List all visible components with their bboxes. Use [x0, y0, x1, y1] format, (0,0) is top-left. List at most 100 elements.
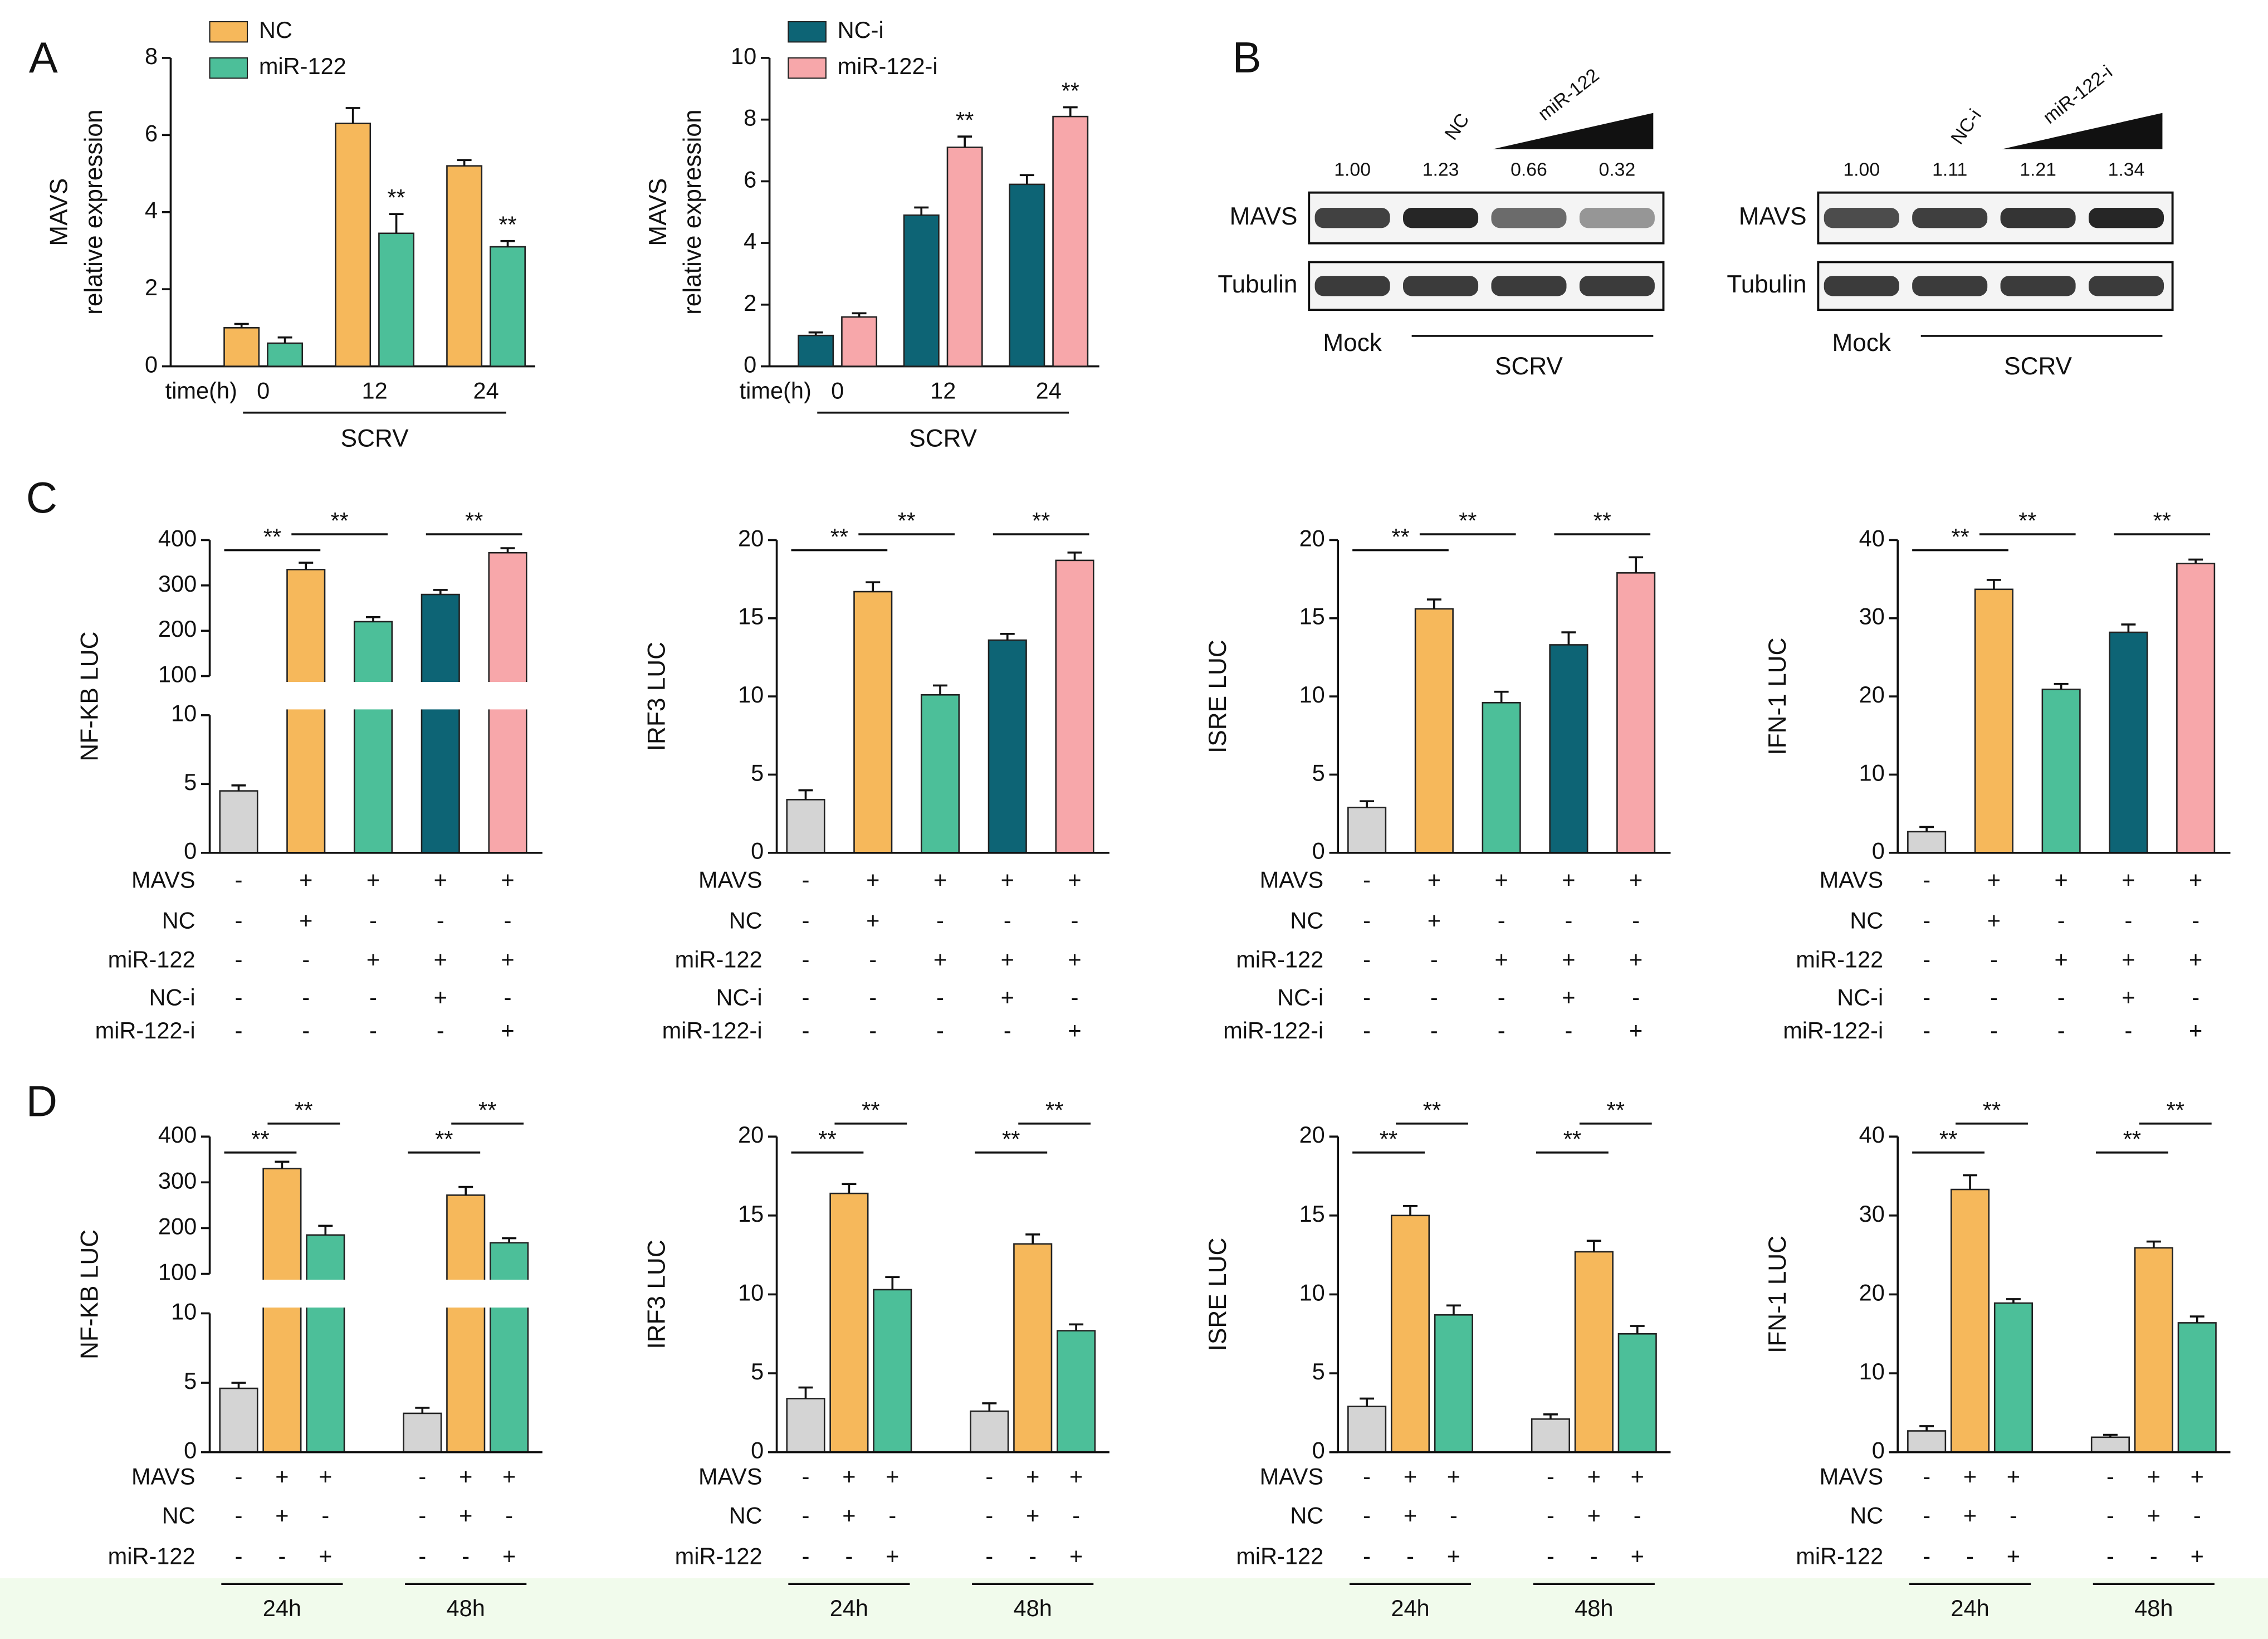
y-tick-label: 20 [1299, 1121, 1325, 1148]
quantification: 1.23 [1423, 159, 1459, 181]
bar [378, 232, 415, 367]
condition-sign: + [366, 947, 380, 973]
condition-sign: - [1990, 1017, 1998, 1043]
significance: ** [818, 1126, 836, 1152]
condition-sign: - [321, 1503, 329, 1529]
bar [2134, 1247, 2173, 1453]
condition-sign: + [2122, 867, 2135, 893]
condition-sign: + [299, 867, 312, 893]
y-axis-label: IRF3 LUC [643, 1240, 670, 1349]
group-label: SCRV [341, 425, 409, 452]
significance: ** [330, 508, 348, 534]
group-label: 48h [1014, 1595, 1052, 1621]
condition-sign: - [2124, 1017, 2132, 1043]
y-tick-label: 5 [751, 1358, 764, 1384]
blot-band [2088, 207, 2164, 228]
condition-sign: + [1494, 867, 1508, 893]
bar [988, 639, 1027, 854]
condition-sign: - [1590, 1543, 1598, 1569]
condition-sign: + [1001, 947, 1014, 973]
y-tick-label: 400 [158, 1121, 197, 1148]
condition-label: MAVS [1260, 1463, 1324, 1489]
condition-sign: + [1447, 1463, 1460, 1489]
blot-band [1403, 276, 1479, 296]
condition-sign: - [235, 1503, 243, 1529]
blot-band [1912, 276, 1988, 296]
significance: ** [1032, 508, 1050, 534]
significance: ** [1391, 524, 1409, 550]
condition-sign: - [1632, 984, 1640, 1010]
condition-sign: + [502, 1543, 516, 1569]
quantification: 1.00 [1843, 159, 1880, 181]
y-tick-label: 300 [158, 570, 197, 597]
condition-sign: + [1562, 867, 1575, 893]
condition-sign: - [1923, 1543, 1930, 1569]
condition-sign: - [985, 1463, 993, 1489]
quantification: 0.32 [1599, 159, 1636, 181]
bar [1950, 1188, 1990, 1453]
condition-sign: + [1587, 1503, 1601, 1529]
condition-sign: + [1631, 1463, 1644, 1489]
legend-swatch [209, 21, 248, 43]
condition-sign: - [1565, 907, 1572, 933]
condition-sign: - [437, 1017, 444, 1043]
condition-label: NC [1290, 1503, 1323, 1529]
condition-sign: + [366, 867, 380, 893]
condition-sign: - [1363, 947, 1371, 973]
condition-label: miR-122 [675, 1543, 762, 1569]
condition-label: miR-122 [1796, 1543, 1883, 1569]
blot-row-label: Tubulin [1218, 271, 1297, 298]
bar [1434, 1314, 1473, 1453]
y-axis-label: NF-KB LUC [76, 1230, 103, 1359]
panel-letter: C [26, 473, 57, 522]
condition-sign: - [802, 867, 810, 893]
bar [1974, 588, 2013, 854]
condition-sign: - [1966, 1543, 1974, 1569]
y-tick-label: 100 [158, 1259, 197, 1285]
y-axis-label: MAVS [644, 178, 672, 246]
condition-label: miR-122-i [1223, 1017, 1323, 1043]
blot-row-label: MAVS [1230, 203, 1298, 230]
condition-sign: - [1923, 984, 1930, 1010]
treatment-label: miR-122 [1534, 65, 1603, 125]
legend-swatch [788, 57, 827, 79]
y-tick-label: 20 [738, 525, 764, 551]
condition-sign: - [1923, 1463, 1930, 1489]
legend-label: NC [259, 17, 292, 43]
condition-sign: + [2191, 1463, 2204, 1489]
condition-sign: + [2007, 1543, 2020, 1569]
condition-sign: + [1629, 947, 1643, 973]
blot-band [1314, 276, 1390, 296]
condition-sign: - [1990, 984, 1998, 1010]
condition-sign: - [1430, 947, 1438, 973]
significance: ** [387, 184, 405, 211]
y-tick-label: 8 [744, 105, 756, 131]
condition-sign: + [2055, 867, 2068, 893]
bar [223, 327, 260, 367]
y-tick-label: 200 [158, 1213, 197, 1239]
blot-band [1824, 276, 1899, 296]
condition-sign: - [418, 1463, 426, 1489]
control-label: NC [1440, 110, 1473, 144]
bar [286, 569, 326, 854]
condition-sign: - [2124, 907, 2132, 933]
y-tick-label: 200 [158, 616, 197, 642]
y-tick-label: 0 [751, 838, 764, 864]
condition-sign: + [2122, 947, 2135, 973]
bar [970, 1410, 1009, 1453]
condition-sign: + [2189, 1017, 2202, 1043]
y-axis-label: ISRE LUC [1204, 1238, 1231, 1352]
condition-sign: - [1632, 907, 1640, 933]
condition-label: NC-i [716, 984, 762, 1010]
condition-label: NC [729, 1503, 762, 1529]
condition-sign: + [1404, 1463, 1417, 1489]
bar [1617, 1333, 1657, 1453]
condition-sign: + [1001, 867, 1014, 893]
condition-sign: + [866, 867, 879, 893]
x-tick-label: 24 [473, 377, 498, 403]
legend-label: miR-122-i [838, 53, 938, 79]
bar [786, 1398, 825, 1453]
condition-label: NC [1850, 1503, 1883, 1529]
significance: ** [1380, 1126, 1397, 1152]
condition-sign: - [235, 907, 243, 933]
